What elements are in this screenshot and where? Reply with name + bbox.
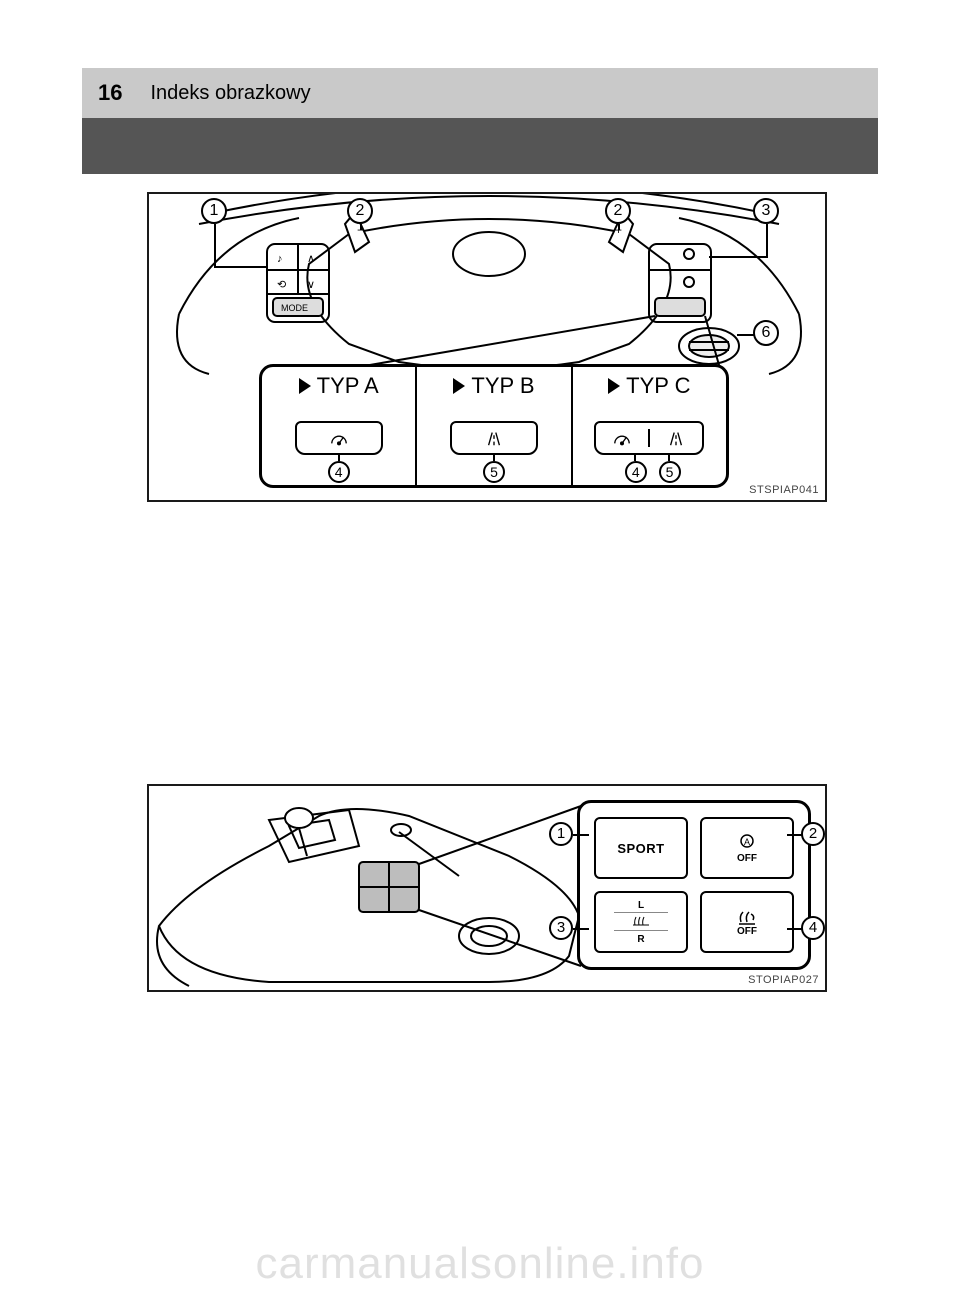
- svg-text:A: A: [744, 837, 750, 847]
- page: 16 Indeks obrazkowy: [0, 0, 960, 1313]
- figure2-code: STOPIAP027: [748, 974, 819, 986]
- sport-button: SPORT: [594, 817, 688, 879]
- type-c-callout-left: 4: [625, 461, 647, 483]
- svg-text:∧: ∧: [307, 253, 315, 265]
- auto-off-button: A OFF: [700, 817, 794, 879]
- svg-text:∨: ∨: [307, 279, 315, 291]
- header-dark-bar: [82, 118, 878, 174]
- button-panel: SPORT A OFF L R OFF: [577, 800, 811, 970]
- type-c-button: [594, 421, 704, 455]
- type-a-callout: 4: [328, 461, 350, 483]
- figure1-code: STSPIAP041: [749, 484, 819, 496]
- callout-1: 1: [201, 198, 227, 224]
- f2-callout-3: 3: [549, 916, 573, 940]
- section-title: Indeks obrazkowy: [150, 82, 310, 105]
- f2-callout-4: 4: [801, 916, 825, 940]
- watermark: carmanualsonline.info: [0, 1239, 960, 1289]
- lane-icon: [665, 429, 687, 447]
- lane-icon: [483, 429, 505, 447]
- triangle-icon: [608, 378, 620, 394]
- callout-3: 3: [753, 198, 779, 224]
- type-b-callout: 5: [483, 461, 505, 483]
- auto-stop-icon: A: [737, 833, 757, 853]
- figure-steering-wheel: − + MODE ♪ ∧ ⟲ ∨ 1 2: [147, 192, 827, 502]
- type-c-callout-right: 5: [659, 461, 681, 483]
- type-b-button: [450, 421, 538, 455]
- type-b-cell: TYP B 5: [417, 367, 572, 485]
- speedometer-icon: [328, 429, 350, 447]
- f2-callout-2: 2: [801, 822, 825, 846]
- type-b-label: TYP B: [471, 373, 534, 398]
- type-b-title: TYP B: [417, 373, 570, 399]
- figure-center-console: SPORT A OFF L R OFF 1: [147, 784, 827, 992]
- seat-r-label: R: [614, 933, 668, 946]
- callout-2-right: 2: [605, 198, 631, 224]
- page-number: 16: [98, 80, 122, 106]
- type-a-label: TYP A: [317, 373, 379, 398]
- type-panel: TYP A 4 TYP B 5 TYP C: [259, 364, 729, 488]
- mode-label: MODE: [281, 303, 308, 313]
- triangle-icon: [299, 378, 311, 394]
- callout-6: 6: [753, 320, 779, 346]
- type-a-button: [295, 421, 383, 455]
- vsc-off-label: OFF: [737, 926, 757, 937]
- type-a-cell: TYP A 4: [262, 367, 417, 485]
- f2-callout-1: 1: [549, 822, 573, 846]
- svg-text:♪: ♪: [277, 253, 283, 265]
- auto-off-label: OFF: [737, 853, 757, 864]
- seat-heat-icon: [614, 915, 668, 931]
- header-bar: 16 Indeks obrazkowy: [82, 68, 878, 118]
- vsc-icon: [735, 908, 759, 926]
- callout-2-left: 2: [347, 198, 373, 224]
- seat-heater-button: L R: [594, 891, 688, 953]
- speedometer-icon: [611, 429, 633, 447]
- type-a-title: TYP A: [262, 373, 415, 399]
- svg-text:⟲: ⟲: [277, 279, 286, 291]
- type-c-title: TYP C: [573, 373, 726, 399]
- triangle-icon: [453, 378, 465, 394]
- seat-l-label: L: [614, 899, 668, 913]
- type-c-label: TYP C: [626, 373, 690, 398]
- vsc-off-button: OFF: [700, 891, 794, 953]
- sport-label: SPORT: [617, 841, 664, 856]
- type-c-cell: TYP C 4 5: [573, 367, 726, 485]
